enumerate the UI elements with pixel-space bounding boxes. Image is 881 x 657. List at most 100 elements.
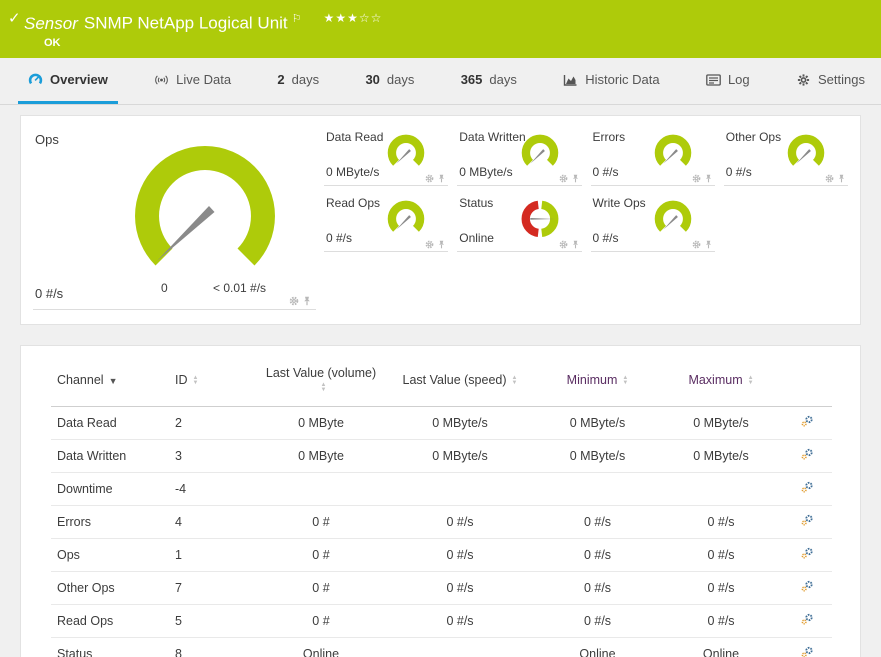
channel-settings-icon[interactable]	[801, 514, 814, 527]
gauge-cell: Other Ops 0 #/s	[723, 126, 848, 186]
gauge-dial	[384, 130, 428, 174]
star-empty-icon[interactable]: ☆	[370, 11, 383, 25]
channel-settings-icon[interactable]	[801, 448, 814, 461]
cell-minimum: 0 MByte/s	[535, 406, 660, 440]
cell-last-volume: Online	[257, 637, 385, 657]
tab-365-days[interactable]: 365 days	[460, 72, 517, 87]
channel-settings-icon[interactable]	[801, 580, 814, 593]
channel-settings-icon[interactable]	[801, 415, 814, 428]
gauge-value: Online	[459, 231, 494, 245]
cell-last-speed: 0 #/s	[385, 505, 535, 539]
channel-settings-icon[interactable]	[801, 613, 814, 626]
gauge-dial	[784, 130, 828, 174]
cell-id: 8	[169, 637, 257, 657]
cell-actions	[782, 406, 832, 440]
gauge-cell-actions	[825, 174, 846, 183]
primary-gauge-cell: Ops 0 < 0.01 #/s 0 #/s	[33, 126, 316, 310]
column-header-channel[interactable]: Channel ▼	[51, 352, 169, 407]
channel-table-panel: Channel ▼ ID ▲ ▼ Last Value (volume) ▲ ▼ Last…	[20, 345, 861, 657]
column-header-id[interactable]: ID ▲ ▼	[169, 352, 257, 407]
column-header-maximum[interactable]: Maximum ▲ ▼	[660, 352, 782, 407]
cell-last-speed	[385, 637, 535, 657]
star-filled-icon[interactable]: ★	[347, 11, 359, 25]
channel-settings-icon[interactable]	[801, 547, 814, 560]
table-header-row: Channel ▼ ID ▲ ▼ Last Value (volume) ▲ ▼ Last…	[51, 352, 832, 407]
table-row[interactable]: Data Written 3 0 MByte 0 MByte/s 0 MByte…	[51, 439, 832, 473]
cell-maximum: 0 #/s	[660, 604, 782, 638]
cell-actions	[782, 439, 832, 473]
pin-icon[interactable]	[704, 240, 713, 249]
column-header-last-volume[interactable]: Last Value (volume) ▲ ▼	[257, 352, 385, 407]
star-empty-icon[interactable]: ☆	[358, 11, 371, 25]
cell-last-speed: 0 MByte/s	[385, 439, 535, 473]
pin-icon[interactable]	[437, 240, 446, 249]
cell-id: 5	[169, 604, 257, 638]
tab-30-days[interactable]: 30 days	[365, 72, 415, 87]
channel-gear-icon[interactable]	[289, 296, 299, 306]
cell-last-speed: 0 #/s	[385, 538, 535, 572]
pin-icon[interactable]	[437, 174, 446, 183]
channel-gear-icon[interactable]	[692, 174, 701, 183]
channel-gear-icon[interactable]	[559, 240, 568, 249]
tab-2-days[interactable]: 2 days	[277, 72, 320, 87]
channel-table: Channel ▼ ID ▲ ▼ Last Value (volume) ▲ ▼ Last…	[51, 352, 832, 657]
channel-gear-icon[interactable]	[425, 174, 434, 183]
cell-last-volume	[257, 472, 385, 506]
table-row[interactable]: Read Ops 5 0 # 0 #/s 0 #/s 0 #/s	[51, 604, 832, 638]
cell-last-volume: 0 MByte	[257, 406, 385, 440]
star-filled-icon[interactable]: ★	[335, 11, 348, 25]
gauge-dial	[518, 130, 562, 174]
column-header-minimum[interactable]: Minimum ▲ ▼	[535, 352, 660, 407]
cell-last-volume: 0 MByte	[257, 439, 385, 473]
gauge-label: Data Read	[326, 130, 384, 144]
table-row[interactable]: Downtime -4	[51, 472, 832, 506]
column-header-last-speed[interactable]: Last Value (speed) ▲ ▼	[385, 352, 535, 407]
pin-icon[interactable]	[571, 174, 580, 183]
priority-stars[interactable]: ★★★☆☆	[324, 11, 383, 25]
table-row[interactable]: Ops 1 0 # 0 #/s 0 #/s 0 #/s	[51, 538, 832, 572]
cell-actions	[782, 571, 832, 605]
cell-last-speed: 0 MByte/s	[385, 406, 535, 440]
tab-historic-data[interactable]: Historic Data	[553, 58, 669, 104]
tab-overview[interactable]: Overview	[18, 58, 118, 104]
gauge-cell: Data Read 0 MByte/s	[324, 126, 449, 186]
table-row[interactable]: Other Ops 7 0 # 0 #/s 0 #/s 0 #/s	[51, 571, 832, 605]
table-row[interactable]: Errors 4 0 # 0 #/s 0 #/s 0 #/s	[51, 505, 832, 539]
tab-live-data[interactable]: Live Data	[144, 58, 241, 104]
gauge-cell: Errors 0 #/s	[590, 126, 715, 186]
tab-log[interactable]: Log	[696, 58, 760, 104]
pin-icon[interactable]	[302, 296, 312, 306]
pin-icon[interactable]	[837, 174, 846, 183]
gauge-cell: Read Ops 0 #/s	[324, 192, 449, 252]
cell-channel: Errors	[51, 505, 169, 539]
cell-last-speed: 0 #/s	[385, 571, 535, 605]
cell-maximum: 0 #/s	[660, 538, 782, 572]
pause-flag-icon[interactable]: ⚐	[291, 13, 302, 25]
sort-icon: ▲ ▼	[320, 381, 327, 393]
channel-settings-icon[interactable]	[801, 481, 814, 494]
pin-icon[interactable]	[571, 240, 580, 249]
cell-last-volume: 0 #	[257, 505, 385, 539]
channel-settings-icon[interactable]	[801, 646, 814, 657]
tab-bar: Overview Live Data 2 days 30 days 365 da…	[0, 58, 881, 105]
tab-settings[interactable]: Settings	[786, 58, 875, 104]
channel-gear-icon[interactable]	[559, 174, 568, 183]
gauge-dial	[518, 196, 562, 240]
star-filled-icon[interactable]: ★	[323, 11, 336, 25]
pin-icon[interactable]	[704, 174, 713, 183]
channel-gear-icon[interactable]	[425, 240, 434, 249]
cell-channel: Other Ops	[51, 571, 169, 605]
sort-icon: ▲ ▼	[747, 374, 754, 386]
status-badge: OK	[44, 36, 61, 49]
gauge-cell-actions	[425, 240, 446, 249]
cell-actions	[782, 472, 832, 506]
cell-minimum: 0 MByte/s	[535, 439, 660, 473]
sort-desc-icon: ▼	[108, 375, 118, 386]
channel-gear-icon[interactable]	[692, 240, 701, 249]
object-kind-label: Sensor	[24, 13, 78, 33]
gauge-cell-actions	[692, 240, 713, 249]
table-row[interactable]: Data Read 2 0 MByte 0 MByte/s 0 MByte/s …	[51, 406, 832, 440]
table-row[interactable]: Status 8 Online Online Online	[51, 637, 832, 657]
channel-gear-icon[interactable]	[825, 174, 834, 183]
gauge-scale-min: 0	[161, 281, 168, 295]
